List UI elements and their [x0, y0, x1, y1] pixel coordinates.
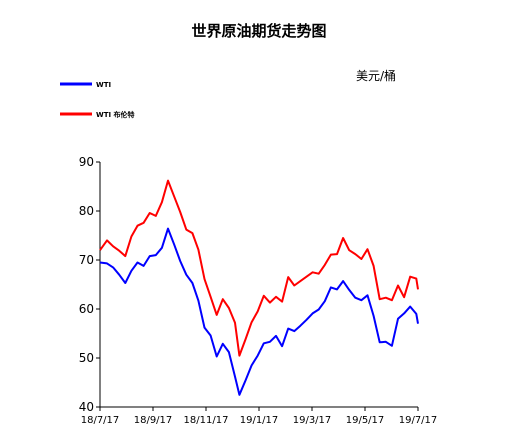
chart-title: 世界原油期货走势图 [191, 22, 326, 40]
y-tick-label: 40 [79, 400, 94, 414]
x-tick-label: 19/7/17 [399, 415, 438, 426]
series-layer [99, 179, 419, 396]
x-tick-label: 19/1/17 [240, 415, 279, 426]
x-tick-label: 18/7/17 [81, 415, 120, 426]
x-tick-label: 18/11/17 [184, 415, 229, 426]
x-tick-label: 19/3/17 [293, 415, 332, 426]
legend: WTI WTI 布伦特 [60, 81, 135, 119]
y-tick-label: 90 [79, 155, 94, 169]
y-tick-label: 80 [79, 204, 94, 218]
series-line-wti [99, 227, 419, 396]
y-tick-label: 60 [79, 302, 94, 316]
axes [99, 162, 418, 408]
y-tick-label: 50 [79, 351, 94, 365]
series-line-brent [99, 179, 419, 357]
x-ticks: 18/7/17 18/9/17 18/11/17 19/1/17 19/3/17 19/5… [81, 407, 438, 426]
x-tick-label: 19/5/17 [346, 415, 385, 426]
legend-label-wti: WTI [96, 81, 111, 89]
y-ticks: 40 50 60 70 80 90 [79, 155, 100, 414]
y-tick-label: 70 [79, 253, 94, 267]
x-tick-label: 18/9/17 [134, 415, 173, 426]
unit-label: 美元/桶 [356, 68, 396, 83]
legend-label-brent: WTI 布伦特 [96, 110, 135, 119]
